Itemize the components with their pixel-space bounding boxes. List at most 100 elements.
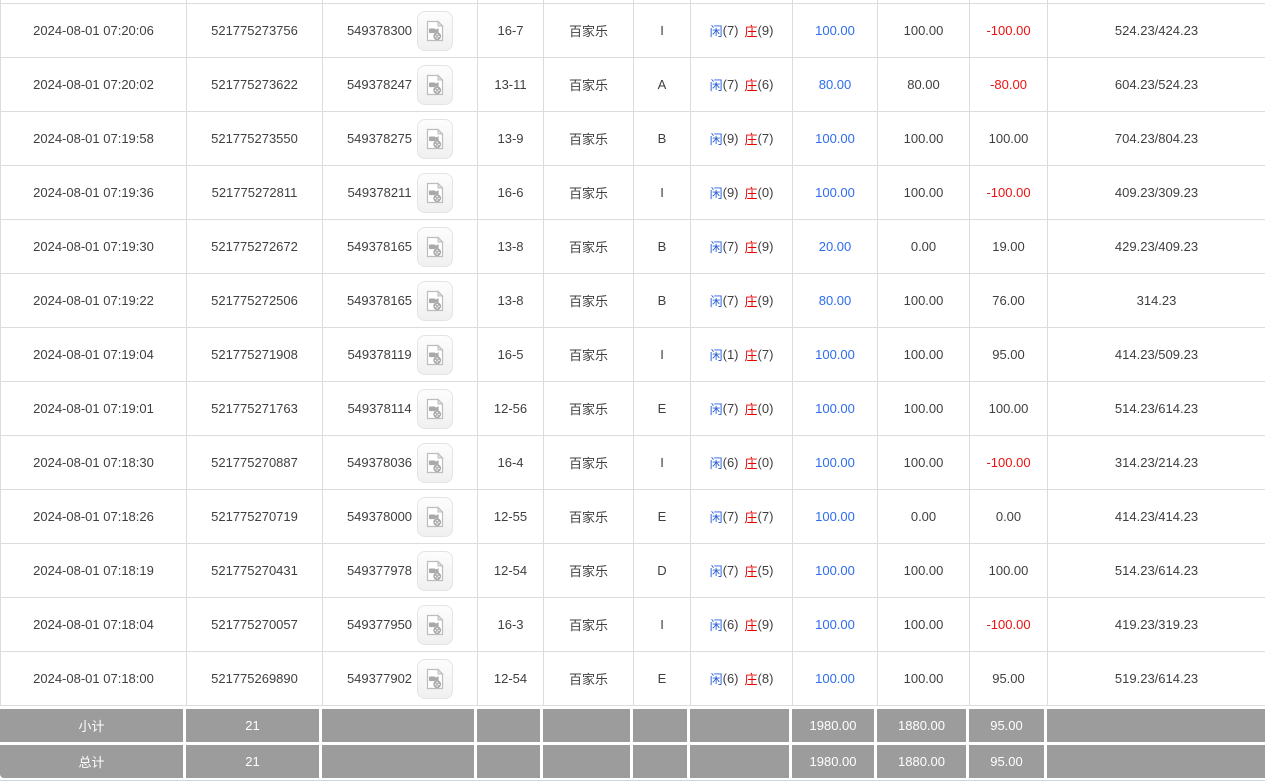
- bet-amount-link[interactable]: 80.00: [818, 293, 852, 308]
- bet-id: 521775272506: [187, 274, 323, 327]
- result-letter: I: [634, 166, 691, 219]
- table-number: 13-8: [478, 274, 544, 327]
- game-result: 闲 (9) 庄 (0): [691, 166, 793, 219]
- banker-label: 庄: [744, 132, 758, 147]
- table-number: 13-8: [478, 220, 544, 273]
- subtotal-bet: 1980.00: [792, 706, 877, 742]
- bet-amount-cell: 100.00: [793, 328, 878, 381]
- player-score: (7): [722, 509, 739, 524]
- bet-id: 521775270431: [187, 544, 323, 597]
- player-score: (9): [722, 131, 739, 146]
- game-result: 闲 (9) 庄 (7): [691, 112, 793, 165]
- video-replay-button[interactable]: [417, 280, 454, 321]
- video-file-icon: [426, 343, 444, 365]
- video-replay-button[interactable]: [416, 334, 453, 375]
- video-file-icon: [426, 289, 444, 311]
- table-number: 12-54: [478, 544, 544, 597]
- round-cell: 549378000: [323, 490, 478, 543]
- table-row: 2024-08-01 07:19:04 521775271908 5493781…: [0, 328, 1265, 382]
- balance-before-after: 514.23/614.23: [1114, 563, 1199, 578]
- table-number: 12-54: [478, 652, 544, 705]
- table-number: 16-4: [478, 436, 544, 489]
- round-id: 549378247: [346, 77, 413, 92]
- valid-amount: 100.00: [878, 166, 970, 219]
- banker-label: 庄: [744, 294, 758, 309]
- video-replay-button[interactable]: [417, 10, 454, 51]
- result-letter: D: [634, 544, 691, 597]
- bet-time: 2024-08-01 07:19:30: [1, 220, 187, 273]
- valid-amount: 100.00: [878, 274, 970, 327]
- video-file-icon: [426, 73, 444, 95]
- banker-label: 庄: [744, 78, 758, 93]
- bet-amount-link[interactable]: 100.00: [815, 617, 855, 632]
- bet-amount-link[interactable]: 100.00: [815, 347, 855, 362]
- banker-score: (9): [757, 293, 774, 308]
- video-file-icon: [426, 559, 444, 581]
- player-score: (6): [722, 455, 739, 470]
- video-replay-button[interactable]: [417, 226, 454, 267]
- game-result: 闲 (7) 庄 (5): [691, 544, 793, 597]
- bet-id: 521775271763: [187, 382, 323, 435]
- video-replay-button[interactable]: [417, 442, 454, 483]
- bet-amount-link[interactable]: 100.00: [815, 563, 855, 578]
- video-replay-button[interactable]: [417, 496, 454, 537]
- valid-amount: 0.00: [878, 490, 970, 543]
- game-type: 百家乐: [544, 490, 634, 543]
- result-letter: B: [634, 220, 691, 273]
- video-replay-button[interactable]: [416, 388, 453, 429]
- player-score: (9): [722, 185, 739, 200]
- game-result: 闲 (6) 庄 (8): [691, 652, 793, 705]
- bet-amount-link[interactable]: 20.00: [818, 239, 852, 254]
- round-cell: 549378275: [323, 112, 478, 165]
- bet-amount-link[interactable]: 100.00: [815, 671, 855, 686]
- player-score: (7): [722, 401, 739, 416]
- bet-amount-link[interactable]: 100.00: [815, 23, 855, 38]
- valid-amount: 100.00: [878, 4, 970, 57]
- win-loss-amount: -100.00: [970, 436, 1048, 489]
- result-letter: I: [634, 436, 691, 489]
- round-id: 549378114: [347, 401, 412, 416]
- banker-score: (8): [757, 671, 774, 686]
- result-letter: I: [634, 4, 691, 57]
- video-replay-button[interactable]: [417, 658, 454, 699]
- game-result: 闲 (6) 庄 (9): [691, 598, 793, 651]
- bet-amount-cell: 100.00: [793, 166, 878, 219]
- table-row: 2024-08-01 07:20:06 521775273756 5493783…: [0, 4, 1265, 58]
- valid-amount: 100.00: [878, 652, 970, 705]
- table-row: 2024-08-01 07:19:36 521775272811 5493782…: [0, 166, 1265, 220]
- win-loss-amount: 100.00: [970, 112, 1048, 165]
- video-replay-button[interactable]: [417, 604, 454, 645]
- bet-amount-link[interactable]: 100.00: [815, 185, 855, 200]
- table-row: 2024-08-01 07:19:58 521775273550 5493782…: [0, 112, 1265, 166]
- balance-before-after: 314.23: [1136, 293, 1177, 308]
- table-number: 16-7: [478, 4, 544, 57]
- table-number: 16-3: [478, 598, 544, 651]
- subtotal-valid: 1880.00: [877, 706, 969, 742]
- player-score: (7): [722, 23, 739, 38]
- video-replay-button[interactable]: [417, 550, 454, 591]
- bet-amount-link[interactable]: 100.00: [815, 455, 855, 470]
- banker-label: 庄: [744, 186, 758, 201]
- bet-time: 2024-08-01 07:18:00: [1, 652, 187, 705]
- bet-amount-link[interactable]: 80.00: [818, 77, 852, 92]
- player-label: 闲: [709, 294, 723, 309]
- total-valid: 1880.00: [877, 742, 969, 778]
- bet-time: 2024-08-01 07:18:04: [1, 598, 187, 651]
- bet-amount-link[interactable]: 100.00: [815, 401, 855, 416]
- banker-score: (9): [757, 239, 774, 254]
- win-loss-amount: -80.00: [970, 58, 1048, 111]
- bet-id: 521775272672: [187, 220, 323, 273]
- player-score: (6): [722, 671, 739, 686]
- bet-id: 521775270887: [187, 436, 323, 489]
- video-replay-button[interactable]: [417, 118, 454, 159]
- bet-time: 2024-08-01 07:20:06: [1, 4, 187, 57]
- game-type: 百家乐: [544, 544, 634, 597]
- banker-score: (9): [757, 617, 774, 632]
- player-score: (6): [722, 617, 739, 632]
- banker-label: 庄: [744, 348, 758, 363]
- bet-amount-link[interactable]: 100.00: [815, 509, 855, 524]
- video-replay-button[interactable]: [416, 172, 453, 213]
- bet-amount-link[interactable]: 100.00: [815, 131, 855, 146]
- balance-before-after: 414.23/509.23: [1114, 347, 1199, 362]
- video-replay-button[interactable]: [417, 64, 454, 105]
